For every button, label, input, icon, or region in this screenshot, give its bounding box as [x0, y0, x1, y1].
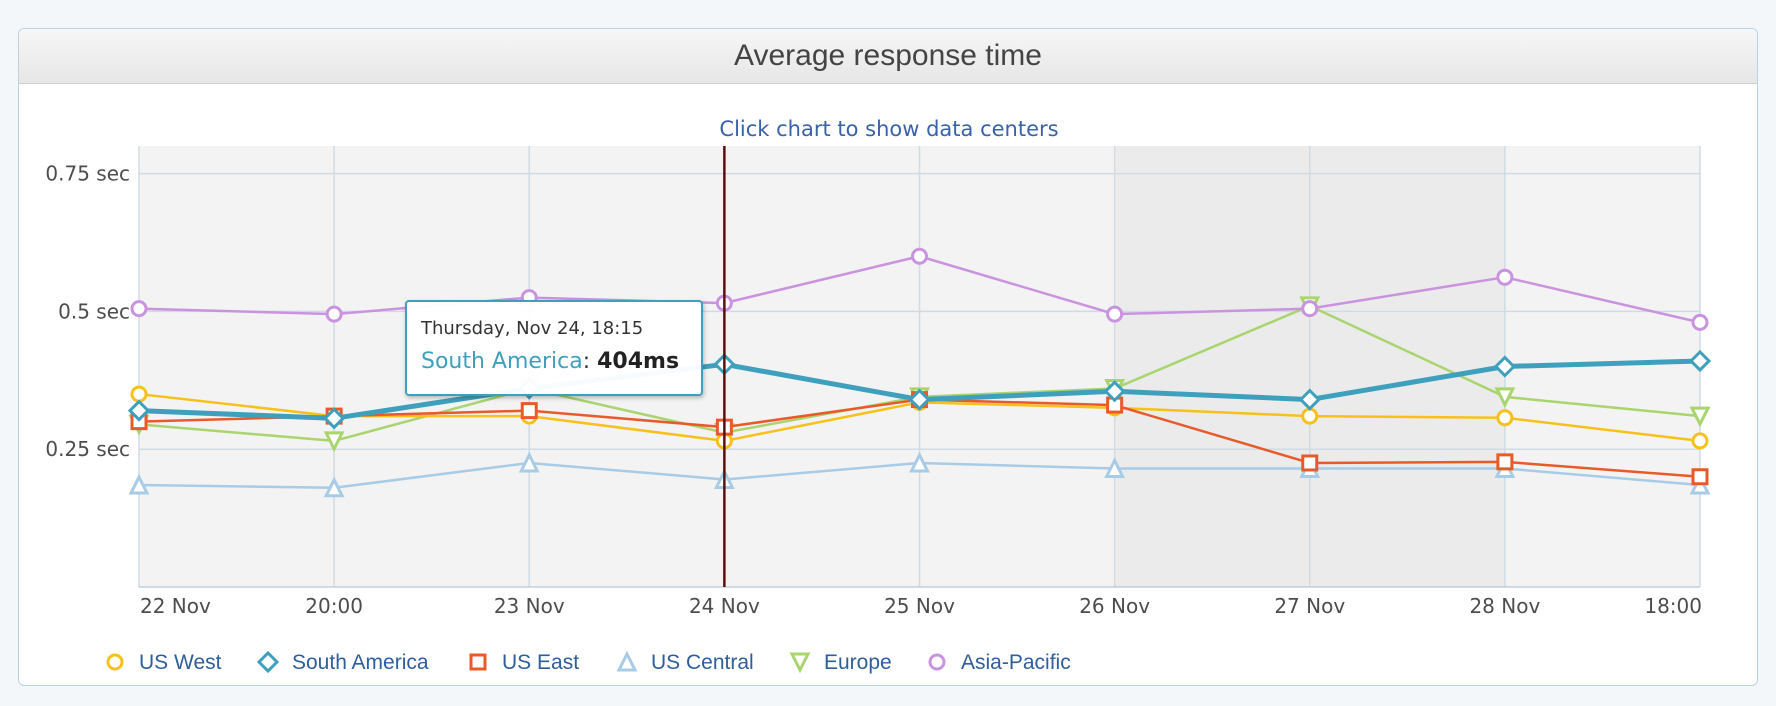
data-point-us-east[interactable] [1691, 468, 1709, 486]
data-point-us-central[interactable] [128, 473, 150, 495]
x-tick-label: 28 Nov [1469, 594, 1540, 618]
data-point-south-america[interactable] [127, 399, 151, 422]
series-layer[interactable] [127, 247, 1712, 498]
data-point-asia-pacific[interactable] [911, 247, 928, 265]
legend[interactable]: US West South America US East US Central Eur… [106, 650, 1071, 674]
legend-marker-us-central[interactable] [616, 650, 638, 672]
data-point-south-america[interactable] [1298, 388, 1321, 411]
legend-label-europe[interactable]: Europe [824, 651, 892, 674]
legend-label-asia-pacific[interactable]: Asia-Pacific [961, 651, 1071, 674]
x-tick-label: 18:00 [1644, 594, 1702, 618]
data-point-asia-pacific[interactable] [130, 300, 148, 318]
x-tick-label: 24 Nov [689, 594, 760, 618]
data-point-south-america[interactable] [908, 388, 931, 411]
data-point-us-east[interactable] [1301, 454, 1319, 472]
x-tick-label: 22 Nov [140, 594, 211, 618]
data-point-us-west[interactable] [130, 385, 148, 403]
data-point-us-central[interactable] [1104, 457, 1126, 478]
data-point-us-east[interactable] [1496, 453, 1514, 471]
legend-marker-europe[interactable] [789, 652, 811, 674]
data-point-us-west[interactable] [1301, 407, 1319, 425]
data-point-south-america[interactable] [323, 407, 346, 430]
data-point-europe[interactable] [1494, 387, 1516, 409]
legend-item-us-east[interactable]: US East [469, 651, 579, 674]
legend-item-asia-pacific[interactable]: Asia-Pacific [928, 651, 1071, 674]
data-point-us-central[interactable] [518, 451, 540, 473]
data-point-us-west[interactable] [1496, 409, 1514, 427]
series-us-central[interactable] [128, 451, 1711, 498]
legend-label-south-america[interactable]: South America [292, 651, 429, 674]
data-point-south-america[interactable] [1493, 355, 1516, 378]
data-point-asia-pacific[interactable] [1496, 268, 1514, 286]
chart-subtitle[interactable]: Click chart to show data centers [719, 117, 1058, 141]
legend-marker-south-america[interactable] [256, 650, 280, 674]
tooltip-line: South America: 404ms [421, 349, 687, 374]
legend-item-south-america[interactable]: South America [256, 650, 429, 674]
data-point-us-east[interactable] [520, 402, 538, 420]
legend-item-us-central[interactable]: US Central [616, 650, 754, 674]
tooltip-series-name: South America [421, 349, 583, 374]
data-point-us-central[interactable] [909, 451, 930, 473]
legend-marker-us-east[interactable] [469, 653, 487, 671]
legend-item-us-west[interactable]: US West [106, 651, 222, 674]
data-point-europe[interactable] [1689, 406, 1711, 428]
legend-marker-asia-pacific[interactable] [928, 653, 946, 671]
legend-item-europe[interactable]: Europe [789, 651, 892, 674]
legend-marker-us-west[interactable] [106, 653, 124, 671]
y-tick-label: 0.25 sec [45, 437, 130, 461]
legend-label-us-east[interactable]: US East [502, 651, 579, 674]
tooltip: Thursday, Nov 24, 18:15 South America: 4… [405, 300, 703, 396]
data-point-europe[interactable] [323, 431, 345, 453]
grid-lines [138, 146, 1701, 587]
legend-label-us-central[interactable]: US Central [651, 651, 754, 674]
data-point-asia-pacific[interactable] [1301, 300, 1319, 318]
legend-label-us-west[interactable]: US West [139, 651, 222, 674]
panel-header: Average response time [19, 29, 1757, 84]
tooltip-value: 404ms [597, 349, 680, 374]
y-tick-label: 0.5 sec [58, 299, 130, 323]
tooltip-time: Thursday, Nov 24, 18:15 [421, 318, 644, 339]
y-tick-label: 0.75 sec [45, 162, 130, 186]
axes: 0.25 sec 0.5 sec 0.75 sec 22 Nov 20:00 23 Nov… [45, 162, 1702, 618]
x-tick-label: 23 Nov [494, 594, 565, 618]
series-asia-pacific[interactable] [130, 247, 1709, 331]
data-point-south-america[interactable] [1688, 349, 1712, 373]
data-point-asia-pacific[interactable] [1106, 305, 1124, 323]
x-tick-label: 27 Nov [1274, 594, 1345, 618]
data-point-asia-pacific[interactable] [325, 305, 343, 323]
data-point-us-west[interactable] [1691, 432, 1709, 450]
data-point-south-america[interactable] [1103, 380, 1126, 403]
x-tick-label: 20:00 [305, 594, 363, 618]
data-point-asia-pacific[interactable] [1691, 313, 1709, 331]
x-tick-label: 25 Nov [884, 594, 955, 618]
panel-title: Average response time [734, 39, 1042, 72]
tooltip-colon: : [582, 349, 591, 374]
data-point-us-central[interactable] [323, 476, 345, 498]
x-tick-label: 26 Nov [1079, 594, 1150, 618]
